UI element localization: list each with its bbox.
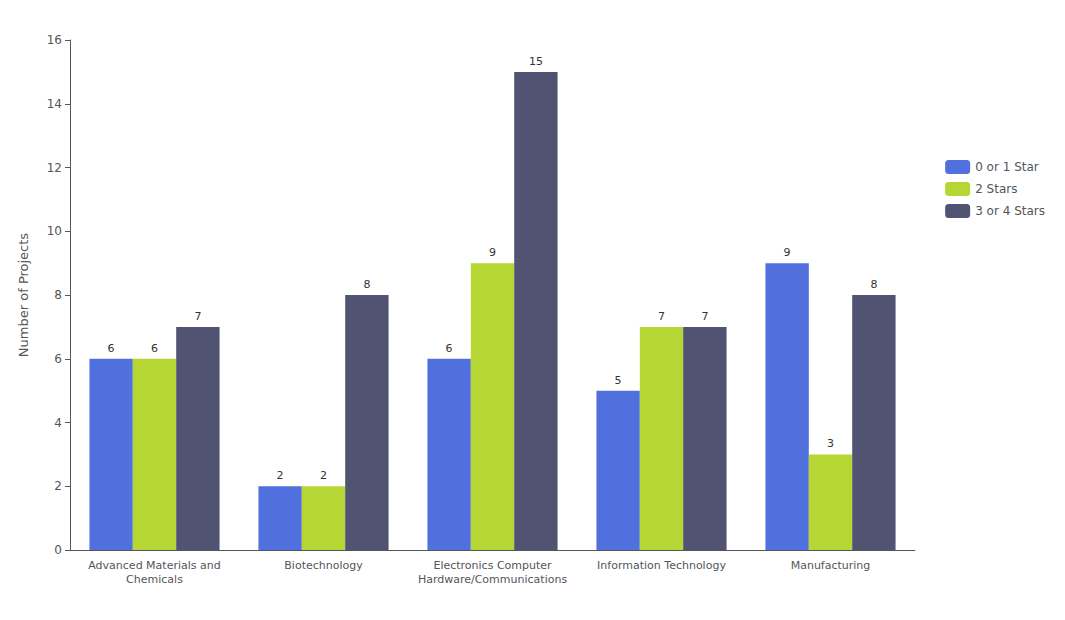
svg-text:9: 9 <box>784 246 791 259</box>
svg-text:2: 2 <box>277 469 284 482</box>
svg-text:6: 6 <box>108 342 115 355</box>
svg-text:12: 12 <box>47 161 62 175</box>
svg-text:14: 14 <box>47 97 62 111</box>
svg-text:Hardware/Communications: Hardware/Communications <box>418 573 568 586</box>
svg-text:Information Technology: Information Technology <box>597 559 726 572</box>
svg-text:6: 6 <box>446 342 453 355</box>
svg-text:3 or 4 Stars: 3 or 4 Stars <box>975 204 1045 218</box>
svg-text:7: 7 <box>194 310 201 323</box>
svg-text:8: 8 <box>870 278 877 291</box>
svg-text:Number of Projects: Number of Projects <box>16 233 31 357</box>
svg-text:7: 7 <box>658 310 665 323</box>
svg-text:Manufacturing: Manufacturing <box>791 559 871 572</box>
svg-text:8: 8 <box>363 278 370 291</box>
svg-text:2: 2 <box>320 469 327 482</box>
svg-text:16: 16 <box>47 33 62 47</box>
svg-text:0 or 1 Star: 0 or 1 Star <box>975 160 1039 174</box>
svg-text:Chemicals: Chemicals <box>126 573 183 586</box>
svg-text:2: 2 <box>54 479 62 493</box>
svg-text:9: 9 <box>489 246 496 259</box>
svg-text:6: 6 <box>151 342 158 355</box>
svg-text:15: 15 <box>529 55 543 68</box>
svg-text:7: 7 <box>701 310 708 323</box>
svg-text:Advanced Materials and: Advanced Materials and <box>88 559 220 572</box>
svg-text:4: 4 <box>54 416 62 430</box>
svg-text:6: 6 <box>54 352 62 366</box>
svg-text:3: 3 <box>827 437 834 450</box>
svg-text:8: 8 <box>54 288 62 302</box>
svg-text:0: 0 <box>54 543 62 557</box>
svg-text:10: 10 <box>47 224 62 238</box>
svg-text:Electronics Computer: Electronics Computer <box>433 559 552 572</box>
svg-text:5: 5 <box>615 374 622 387</box>
svg-text:Biotechnology: Biotechnology <box>284 559 363 572</box>
svg-text:2 Stars: 2 Stars <box>975 182 1017 196</box>
